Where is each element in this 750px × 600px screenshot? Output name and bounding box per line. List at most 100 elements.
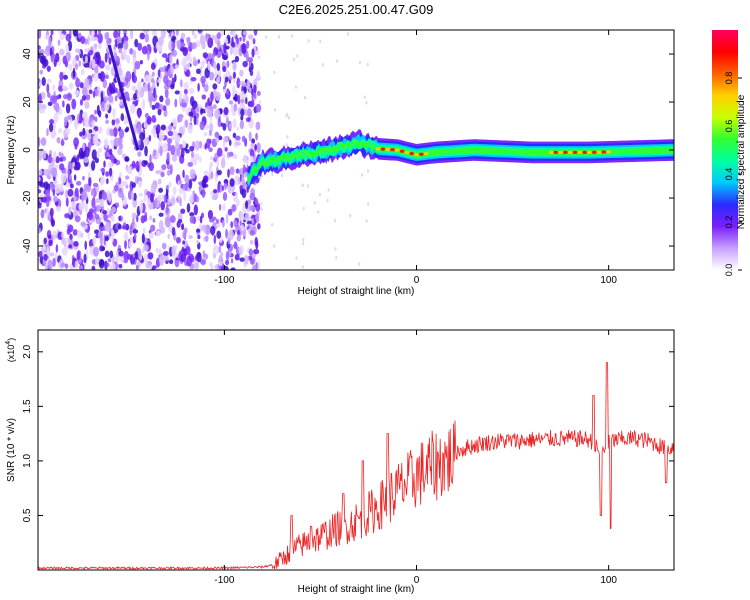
noise-blob <box>116 35 122 44</box>
noise-blob <box>48 239 53 247</box>
noise-blob <box>157 69 161 78</box>
noise-blob <box>216 32 221 40</box>
noise-blob <box>117 244 121 249</box>
noise-blob <box>251 138 256 144</box>
noise-blob <box>47 101 53 106</box>
noise-blob <box>174 64 179 69</box>
noise-blob <box>239 257 245 262</box>
noise-blob <box>79 99 84 106</box>
noise-blob <box>192 56 197 62</box>
noise-blob <box>197 30 202 33</box>
noise-blob <box>42 260 47 266</box>
snr-y-ticks: 0.5 1.0 1.5 2.0 <box>22 344 674 522</box>
noise-blob <box>65 103 71 114</box>
noise-blob <box>202 250 206 258</box>
noise-blob <box>88 49 94 56</box>
noise-blob <box>113 137 120 148</box>
spectrogram-x-label: Height of straight line (km) <box>298 286 415 297</box>
noise-blob <box>249 204 256 212</box>
noise-blob <box>62 156 67 162</box>
noise-blob <box>245 40 250 49</box>
noise-blob <box>233 103 238 112</box>
noise-blob <box>196 251 202 263</box>
noise-blob <box>99 221 104 228</box>
noise-blob <box>145 262 152 269</box>
noise-blob <box>188 178 193 190</box>
noise-blob <box>131 85 136 91</box>
noise-blob <box>46 168 50 175</box>
noise-blob <box>43 253 48 262</box>
noise-blob <box>334 247 337 251</box>
noise-blob <box>114 95 118 102</box>
y-tick-label: 40 <box>22 48 33 60</box>
noise-blob <box>108 193 112 203</box>
noise-blob <box>169 164 173 175</box>
noise-blob <box>141 98 146 110</box>
noise-blob <box>333 218 336 223</box>
noise-blob <box>170 83 175 90</box>
noise-blob <box>50 53 54 63</box>
snr-multiplier-base: (x10 <box>6 345 16 363</box>
snr-multiplier: (x104) <box>5 338 16 362</box>
noise-blob <box>249 229 255 236</box>
noise-blob <box>87 35 90 46</box>
noise-blob <box>241 188 247 199</box>
noise-blob <box>250 143 255 149</box>
noise-blob <box>53 112 59 123</box>
noise-blob <box>163 255 169 262</box>
snr-x-label: Height of straight line (km) <box>298 584 415 595</box>
noise-blob <box>243 254 249 265</box>
noise-blob <box>167 197 171 206</box>
noise-blob <box>47 156 53 164</box>
noise-blob <box>182 184 187 191</box>
signal-peak <box>423 152 429 156</box>
x-tick-label: -100 <box>214 575 234 586</box>
signal-peak <box>414 153 419 157</box>
noise-blob <box>105 119 110 125</box>
signal-peak <box>404 150 410 154</box>
colorbar-tick-label: 0.4 <box>724 168 734 181</box>
noise-blob <box>249 70 254 76</box>
noise-blob <box>60 262 66 268</box>
noise-blob <box>118 215 122 222</box>
noise-blob <box>127 96 131 102</box>
noise-blob <box>135 160 140 172</box>
noise-blob <box>80 68 85 75</box>
noise-blob <box>271 172 274 177</box>
noise-blob <box>193 33 198 40</box>
noise-blob <box>234 55 240 63</box>
noise-blob <box>222 55 228 60</box>
noise-blob <box>246 220 253 225</box>
noise-blob <box>104 101 110 111</box>
noise-blob <box>188 234 193 239</box>
noise-blob <box>38 250 43 258</box>
noise-blob <box>123 40 129 51</box>
noise-blob <box>216 147 223 157</box>
noise-blob <box>240 108 245 117</box>
noise-blob <box>223 42 227 54</box>
noise-blob <box>249 149 255 158</box>
noise-blob <box>73 210 77 218</box>
noise-blob <box>189 168 196 180</box>
noise-blob <box>256 142 261 154</box>
noise-blob <box>67 169 71 178</box>
noise-blob <box>162 250 169 257</box>
noise-blob <box>64 263 69 269</box>
noise-blob <box>239 220 242 226</box>
noise-blob <box>48 123 54 132</box>
noise-blob <box>164 216 171 228</box>
noise-blob <box>230 102 234 113</box>
noise-blob <box>204 106 208 113</box>
noise-blob <box>216 77 220 84</box>
colorbar-fill <box>712 30 738 270</box>
noise-blob <box>113 30 119 39</box>
noise-blob <box>242 60 248 68</box>
noise-blob <box>97 126 103 134</box>
noise-blob <box>109 250 114 259</box>
noise-blob <box>174 90 181 95</box>
noise-blob <box>64 116 68 124</box>
noise-blob <box>158 187 164 193</box>
noise-blob <box>157 78 162 84</box>
noise-blob <box>249 100 255 108</box>
x-tick-label: 0 <box>414 275 420 286</box>
